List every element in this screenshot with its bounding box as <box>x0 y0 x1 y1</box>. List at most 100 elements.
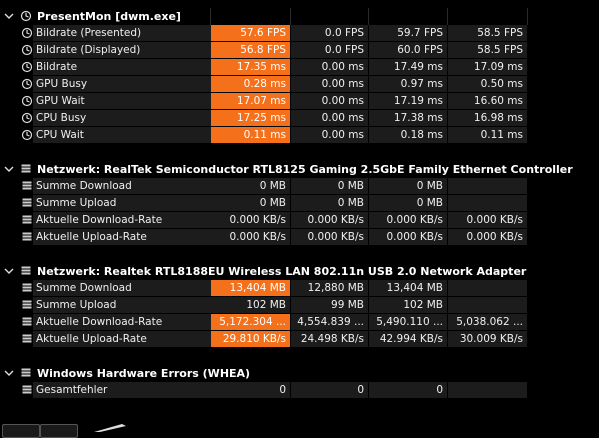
sensor-value: 99 MB <box>291 297 368 313</box>
sensor-value: 13,404 MB <box>369 280 447 296</box>
column-divider <box>527 8 528 25</box>
sensor-value-spare <box>528 127 599 143</box>
sensor-value-spare <box>528 331 599 347</box>
section-header[interactable]: Windows Hardware Errors (WHEA) <box>0 365 599 382</box>
chevron-down-icon[interactable] <box>3 367 15 379</box>
sensor-row[interactable]: Bildrate (Presented) 57.6 FPS 0.0 FPS 59.7 … <box>0 25 599 41</box>
sensor-value <box>448 195 527 211</box>
sensor-value: 56.8 FPS <box>211 42 290 58</box>
sensor-value-spare <box>528 59 599 75</box>
sensor-row[interactable]: GPU Busy 0.28 ms 0.00 ms 0.97 ms 0.50 ms <box>0 76 599 92</box>
clock-icon <box>21 61 33 73</box>
sensor-value: 0.000 KB/s <box>448 212 527 228</box>
chevron-down-icon[interactable] <box>3 265 15 277</box>
sensor-value: 16.98 ms <box>448 110 527 126</box>
sensor-value <box>448 382 527 398</box>
sensor-value: 12,880 MB <box>291 280 368 296</box>
sensor-value: 30.009 KB/s <box>448 331 527 347</box>
sensor-value: 0.00 ms <box>291 93 368 109</box>
section-title: Windows Hardware Errors (WHEA) <box>37 367 251 380</box>
toolbar-button-2[interactable] <box>40 424 78 438</box>
sensor-value: 0 <box>291 382 368 398</box>
sensor-label: GPU Busy <box>33 76 211 92</box>
toolbar-button-1[interactable] <box>2 424 40 438</box>
sensor-row[interactable]: Summe Upload 0 MB 0 MB 0 MB <box>0 195 599 211</box>
sensor-value: 102 MB <box>211 297 290 313</box>
sensor-value: 5,490.110 ... <box>369 314 447 330</box>
sensor-icon <box>22 198 32 207</box>
column-divider <box>368 8 369 25</box>
sensor-label: Gesamtfehler <box>33 382 211 398</box>
section-header[interactable]: Netzwerk: RealTek Semiconductor RTL8125 … <box>0 161 599 178</box>
sensor-row[interactable]: Summe Download 0 MB 0 MB 0 MB <box>0 178 599 194</box>
section-header[interactable]: PresentMon [dwm.exe] <box>0 8 599 25</box>
sensor-group-icon <box>21 164 31 173</box>
sensor-value: 0.18 ms <box>369 127 447 143</box>
sensor-value: 0 MB <box>291 195 368 211</box>
sensor-value: 0.50 ms <box>448 76 527 92</box>
chevron-down-icon[interactable] <box>3 163 15 175</box>
sensor-value: 58.5 FPS <box>448 25 527 41</box>
chevron-down-icon[interactable] <box>3 10 15 22</box>
section-title: PresentMon [dwm.exe] <box>37 10 181 23</box>
sensor-label: CPU Busy <box>33 110 211 126</box>
sensor-value: 0.000 KB/s <box>211 229 290 245</box>
sensor-row[interactable]: Summe Download 13,404 MB 12,880 MB 13,404 M… <box>0 280 599 296</box>
sensor-label: Aktuelle Upload-Rate <box>33 229 211 245</box>
sensor-value-spare <box>528 110 599 126</box>
sensor-value-spare <box>528 178 599 194</box>
section-header[interactable]: Netzwerk: Realtek RTL8188EU Wireless LAN… <box>0 263 599 280</box>
sensor-row[interactable]: CPU Busy 17.25 ms 0.00 ms 17.38 ms 16.98 ms <box>0 110 599 126</box>
sensor-value: 0.97 ms <box>369 76 447 92</box>
sensor-value-spare <box>528 297 599 313</box>
sensor-value: 59.7 FPS <box>369 25 447 41</box>
clock-icon <box>21 27 33 39</box>
sensor-value-spare <box>528 76 599 92</box>
sensor-label: Summe Download <box>33 178 211 194</box>
sensor-icon <box>22 317 32 326</box>
sensor-icon <box>22 334 32 343</box>
sensor-value: 0.11 ms <box>448 127 527 143</box>
sensor-value: 58.5 FPS <box>448 42 527 58</box>
sensor-value: 57.6 FPS <box>211 25 290 41</box>
sensor-row[interactable]: Bildrate (Displayed) 56.8 FPS 0.0 FPS 60.0 … <box>0 42 599 58</box>
sensor-value: 0.000 KB/s <box>369 229 447 245</box>
sensor-value: 4,554.839 ... <box>291 314 368 330</box>
sensor-value: 0.00 ms <box>291 59 368 75</box>
sensor-label: Summe Download <box>33 280 211 296</box>
sensor-label: Aktuelle Download-Rate <box>33 314 211 330</box>
clock-icon <box>21 78 33 90</box>
sensor-value: 0 MB <box>369 195 447 211</box>
sensor-value: 0 MB <box>291 178 368 194</box>
sensor-value: 0.000 KB/s <box>291 229 368 245</box>
sensor-value: 0.0 FPS <box>291 25 368 41</box>
sensor-row[interactable]: Bildrate 17.35 ms 0.00 ms 17.49 ms 17.09 ms <box>0 59 599 75</box>
sensor-value: 0.0 FPS <box>291 42 368 58</box>
sensor-value: 0 MB <box>211 195 290 211</box>
sensor-label: Summe Upload <box>33 297 211 313</box>
sensor-row[interactable]: GPU Wait 17.07 ms 0.00 ms 17.19 ms 16.60 ms <box>0 93 599 109</box>
sensor-value: 0 <box>369 382 447 398</box>
sensor-value <box>448 297 527 313</box>
sensor-group-icon <box>21 266 31 275</box>
sensor-row[interactable]: Aktuelle Upload-Rate 0.000 KB/s 0.000 KB/s… <box>0 229 599 245</box>
sensor-value-spare <box>528 42 599 58</box>
sensor-value: 17.25 ms <box>211 110 290 126</box>
sensor-row[interactable]: Summe Upload 102 MB 99 MB 102 MB <box>0 297 599 313</box>
sensor-value <box>448 280 527 296</box>
sensor-icon <box>22 300 32 309</box>
sensor-value: 0.000 KB/s <box>211 212 290 228</box>
section-title: Netzwerk: Realtek RTL8188EU Wireless LAN… <box>37 265 527 278</box>
sensor-row[interactable]: Gesamtfehler 0 0 0 <box>0 382 599 398</box>
sensor-value: 0 MB <box>369 178 447 194</box>
sensor-row[interactable]: Aktuelle Upload-Rate 29.810 KB/s 24.498 KB… <box>0 331 599 347</box>
sensor-icon <box>22 385 32 394</box>
sensor-row[interactable]: Aktuelle Download-Rate 5,172.304 ... 4,554… <box>0 314 599 330</box>
sensor-row[interactable]: Aktuelle Download-Rate 0.000 KB/s 0.000 KB… <box>0 212 599 228</box>
sensor-value-spare <box>528 280 599 296</box>
sensor-value: 17.07 ms <box>211 93 290 109</box>
sensor-value: 24.498 KB/s <box>291 331 368 347</box>
sensor-value-spare <box>528 93 599 109</box>
sensor-value-spare <box>528 314 599 330</box>
sensor-row[interactable]: CPU Wait 0.11 ms 0.00 ms 0.18 ms 0.11 ms <box>0 127 599 143</box>
